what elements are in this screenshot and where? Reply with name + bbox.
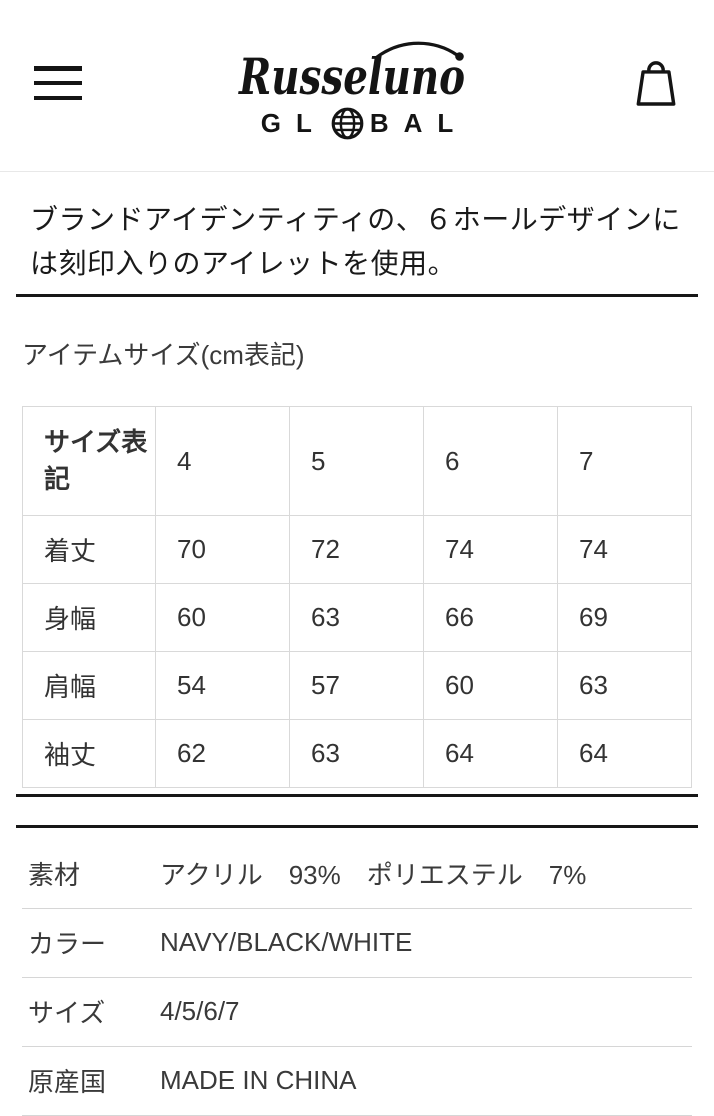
size-table-cell: 63 xyxy=(557,651,692,720)
size-table-row-label: 身幅 xyxy=(22,583,156,652)
size-table-cell: 64 xyxy=(557,719,692,788)
size-table-row: 袖丈 62 63 64 64 xyxy=(22,719,692,788)
size-table-cell: 66 xyxy=(423,583,558,652)
size-table-cell: 63 xyxy=(289,719,424,788)
hamburger-icon xyxy=(34,80,82,86)
size-table-cell: 60 xyxy=(423,651,558,720)
product-info-section: ブランドアイデンティティの、６ホールデザインには刻印入りのアイレットを使用。 ア… xyxy=(0,198,714,1116)
product-specs: 素材 アクリル 93% ポリエステル 7% カラー NAVY/BLACK/WHI… xyxy=(22,828,692,1116)
size-table-cell: 74 xyxy=(557,515,692,584)
size-table-cell: 64 xyxy=(423,719,558,788)
size-table-row: 肩幅 54 57 60 63 xyxy=(22,651,692,720)
globe-icon xyxy=(331,107,364,140)
size-table-cell: 63 xyxy=(289,583,424,652)
spec-row-color: カラー NAVY/BLACK/WHITE xyxy=(22,909,692,978)
spec-label: 素材 xyxy=(28,860,81,890)
size-table-header-row: サイズ表記 4 5 6 7 xyxy=(22,406,692,516)
spec-row-material: 素材 アクリル 93% ポリエステル 7% xyxy=(22,828,692,909)
spec-label: 原産国 xyxy=(28,1067,107,1097)
size-table-row-label: 肩幅 xyxy=(22,651,156,720)
size-table-row-label: 着丈 xyxy=(22,515,156,584)
section-divider xyxy=(16,794,698,797)
size-table-cell: 72 xyxy=(289,515,424,584)
spec-label: カラー xyxy=(28,929,107,959)
cart-button[interactable] xyxy=(634,57,678,110)
section-divider xyxy=(16,825,698,828)
size-section-title: アイテムサイズ(cm表記) xyxy=(22,340,305,370)
size-table-cell: 54 xyxy=(155,651,290,720)
size-table-cell: 70 xyxy=(155,515,290,584)
brand-logo[interactable]: Russeluno GL BAL xyxy=(231,40,483,141)
size-table-cell: 74 xyxy=(423,515,558,584)
brand-subtitle: GL BAL xyxy=(231,106,483,141)
size-table-col-header: 7 xyxy=(557,406,692,516)
spec-value: 4/5/6/7 xyxy=(160,996,240,1026)
section-divider xyxy=(16,294,698,297)
spec-row-size: サイズ 4/5/6/7 xyxy=(22,978,692,1047)
size-table-corner-header: サイズ表記 xyxy=(22,406,156,516)
spec-label: サイズ xyxy=(28,998,106,1028)
global-letters-left: GL xyxy=(260,108,327,138)
product-description: ブランドアイデンティティの、６ホールデザインには刻印入りのアイレットを使用。 xyxy=(30,204,681,279)
brand-name-text: Russeluno xyxy=(237,47,465,106)
size-table-cell: 57 xyxy=(289,651,424,720)
global-letters-right: BAL xyxy=(369,108,469,138)
spec-row-origin: 原産国 MADE IN CHINA xyxy=(22,1047,692,1116)
menu-button[interactable] xyxy=(34,66,82,100)
size-table-col-header: 6 xyxy=(423,406,558,516)
hamburger-icon xyxy=(34,66,82,71)
size-table-cell: 62 xyxy=(155,719,290,788)
spec-value: MADE IN CHINA xyxy=(160,1065,357,1095)
size-table-cell: 69 xyxy=(557,583,692,652)
size-table-row-label: 袖丈 xyxy=(22,719,156,788)
size-table-col-header: 5 xyxy=(289,406,424,516)
size-table: サイズ表記 4 5 6 7 着丈 70 72 74 74 身幅 60 63 66… xyxy=(22,406,692,788)
size-table-row: 身幅 60 63 66 69 xyxy=(22,583,692,652)
brand-logo-script: Russeluno xyxy=(237,41,465,106)
size-table-col-header: 4 xyxy=(155,406,290,516)
spec-value: アクリル 93% ポリエステル 7% xyxy=(160,860,587,890)
hamburger-icon xyxy=(34,95,82,100)
site-header: Russeluno GL BAL xyxy=(0,0,714,172)
spec-value: NAVY/BLACK/WHITE xyxy=(160,927,413,957)
size-table-row: 着丈 70 72 74 74 xyxy=(22,515,692,584)
shopping-bag-icon xyxy=(636,61,676,106)
size-table-cell: 60 xyxy=(155,583,290,652)
